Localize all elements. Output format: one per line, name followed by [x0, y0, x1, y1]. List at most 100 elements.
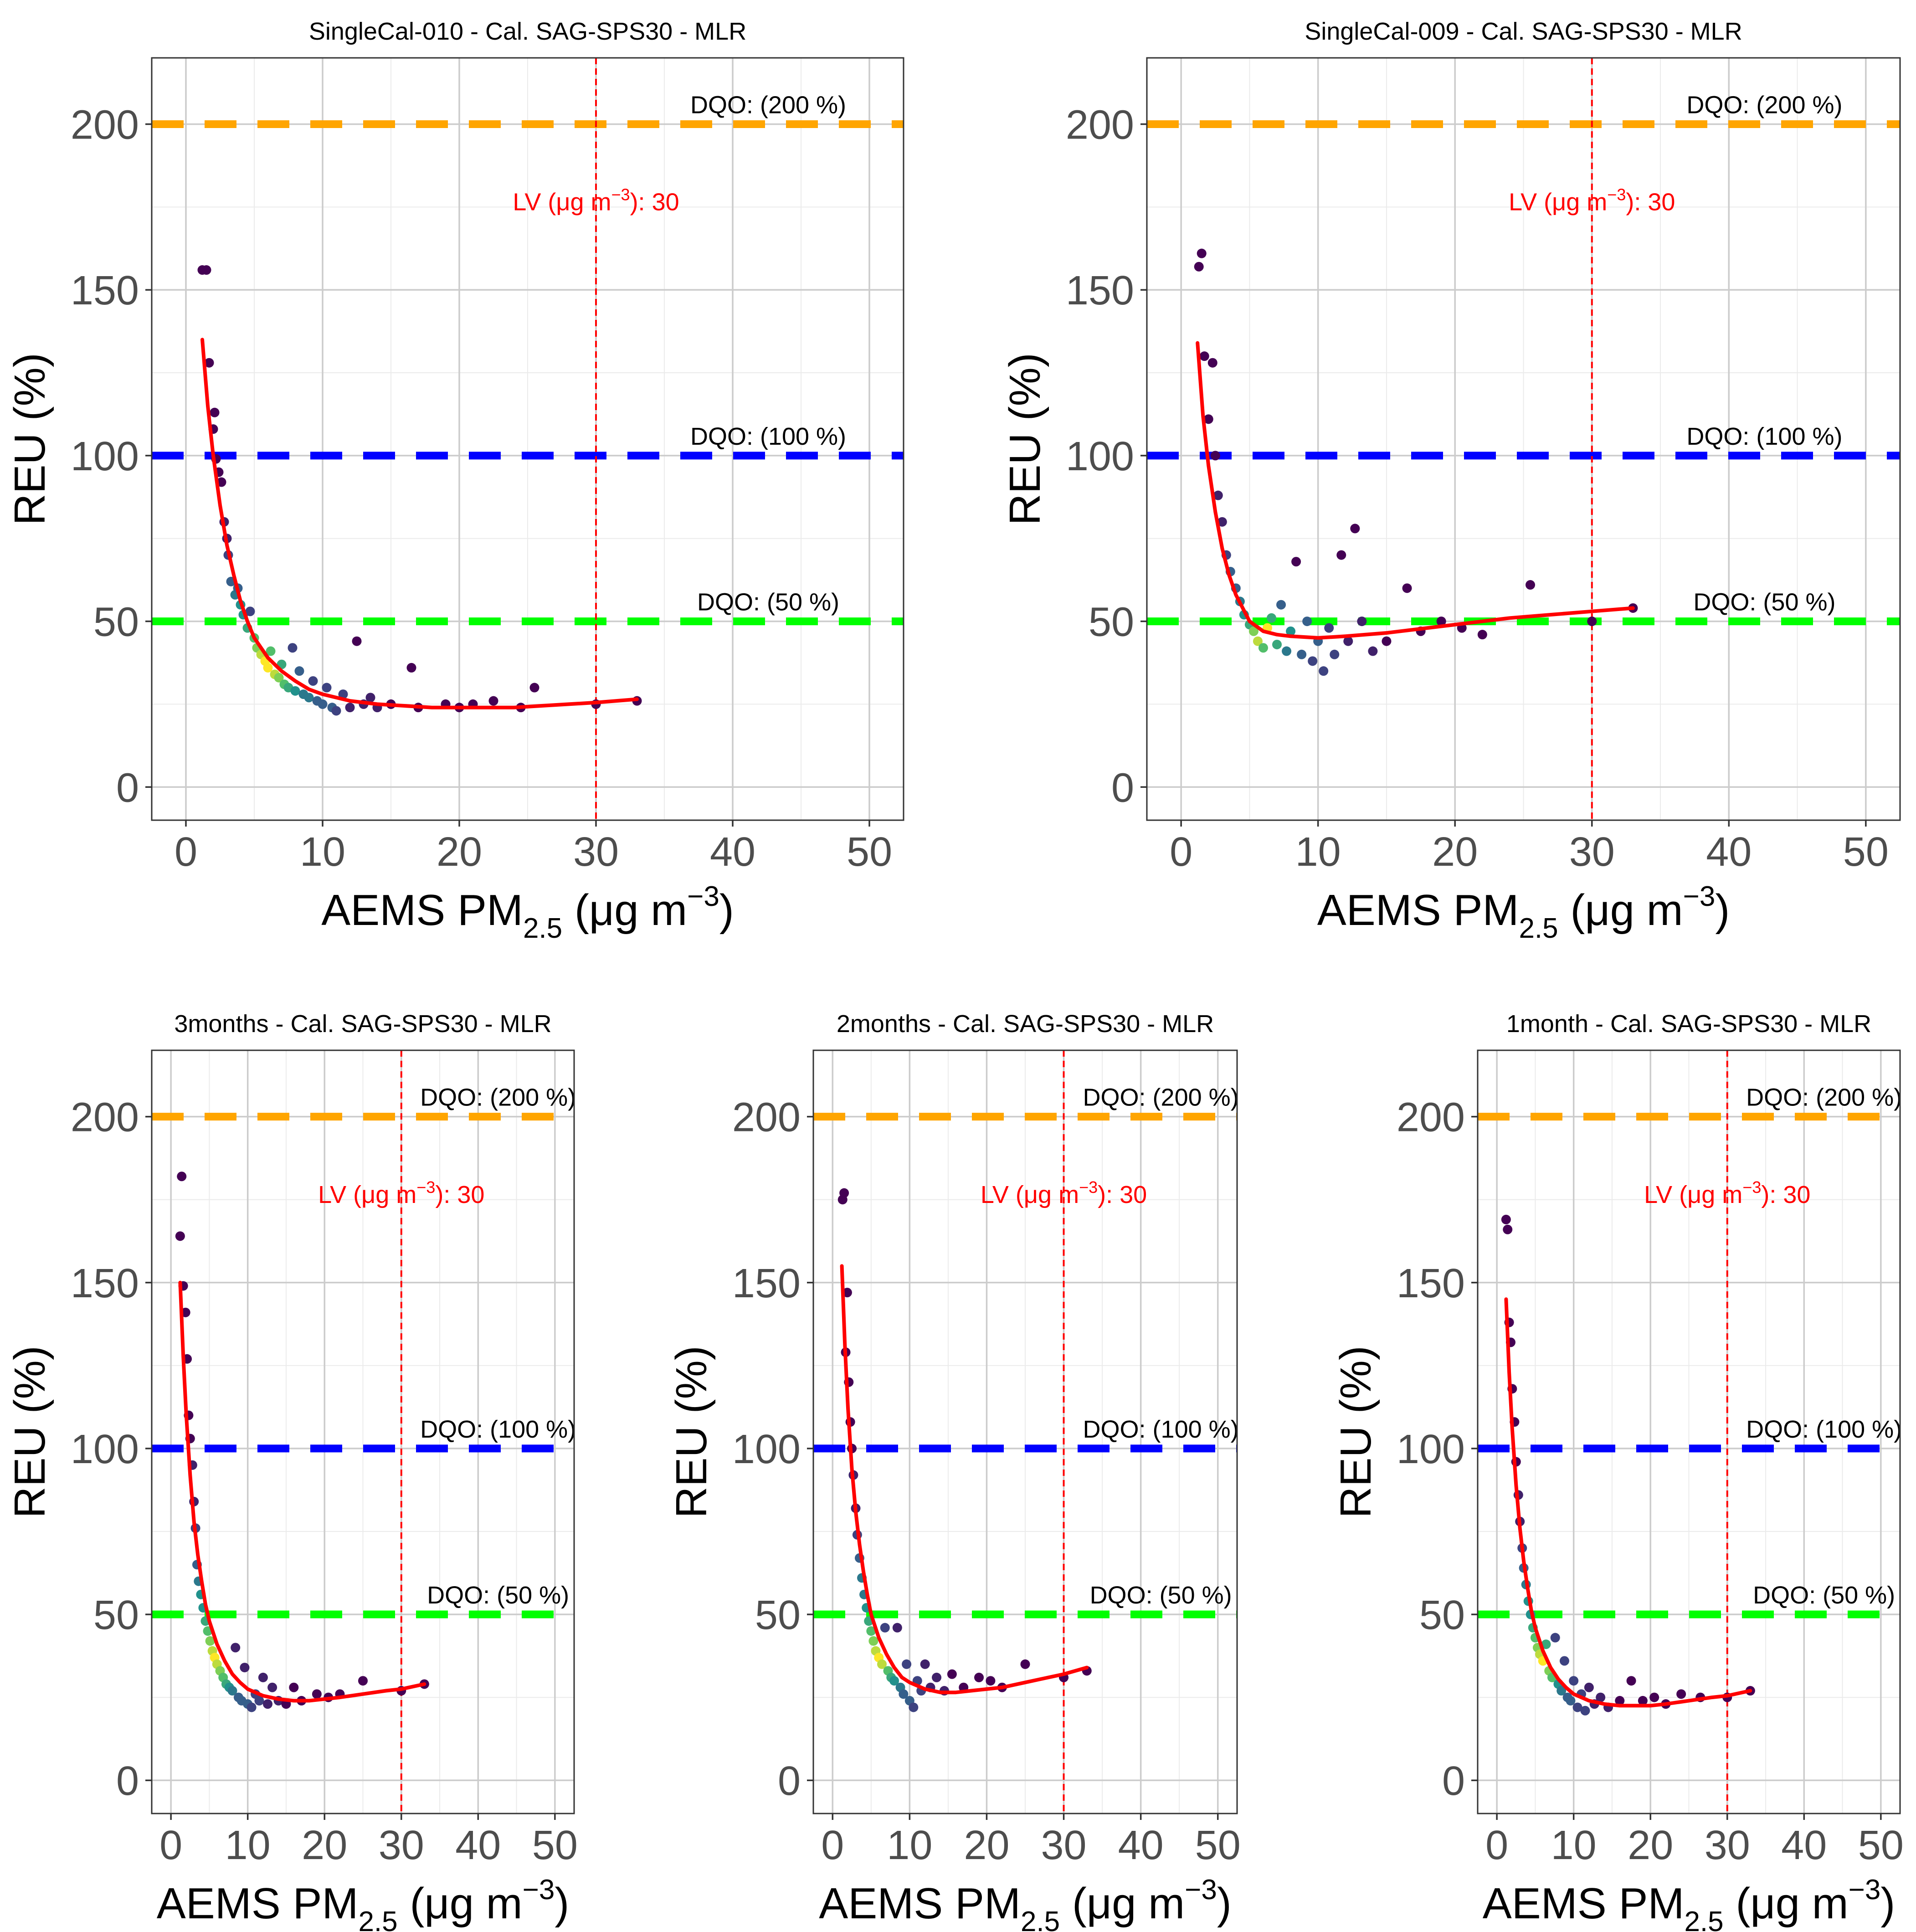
x-tick-label: 20	[964, 1823, 1009, 1868]
y-tick-label: 0	[116, 765, 139, 811]
data-point	[1253, 636, 1263, 646]
x-tick-label: 10	[887, 1823, 932, 1868]
data-point	[909, 1702, 919, 1712]
panel-2: SingleCal-009 - Cal. SAG-SPS30 - MLR DQO:…	[1001, 18, 1901, 944]
dqo-label-200: DQO: (200 %)	[420, 1084, 576, 1111]
data-point	[1541, 1639, 1551, 1649]
y-tick-label: 50	[93, 600, 139, 645]
x-tick-label: 20	[1432, 829, 1478, 875]
data-point	[231, 1643, 241, 1653]
data-point	[1649, 1692, 1659, 1702]
dqo-label-200: DQO: (200 %)	[1686, 91, 1842, 118]
data-point	[1368, 646, 1378, 656]
dqo-label-50: DQO: (50 %)	[1090, 1582, 1232, 1609]
dqo-label-50: DQO: (50 %)	[697, 589, 839, 616]
data-point	[1503, 1224, 1513, 1234]
data-point	[1501, 1214, 1511, 1224]
y-tick-label: 150	[1397, 1261, 1465, 1306]
panel-3: 3months - Cal. SAG-SPS30 - MLR DQO: (200 …	[5, 1010, 578, 1932]
data-point	[868, 1636, 878, 1646]
limit-value-label: LV (μg m−3): 30	[318, 1178, 484, 1208]
data-point	[1615, 1696, 1625, 1706]
y-tick-label: 50	[755, 1593, 801, 1638]
data-point	[1207, 358, 1217, 368]
data-point	[1596, 1692, 1606, 1702]
y-tick-label: 100	[1066, 434, 1134, 479]
x-tick-label: 30	[1041, 1823, 1086, 1868]
x-tick-label: 0	[1170, 829, 1192, 875]
y-tick-label: 200	[1066, 102, 1134, 148]
panel-title: SingleCal-009 - Cal. SAG-SPS30 - MLR	[1305, 18, 1742, 45]
data-point	[267, 1682, 277, 1692]
data-point	[1276, 600, 1286, 610]
plot-frame	[1146, 57, 1901, 821]
dqo-label-100: DQO: (100 %)	[1083, 1416, 1239, 1443]
data-point	[1194, 262, 1204, 272]
x-tick-label: 50	[1195, 1823, 1241, 1868]
dqo-label-50: DQO: (50 %)	[427, 1582, 569, 1609]
y-tick-label: 150	[71, 268, 139, 313]
x-tick-label: 10	[225, 1823, 271, 1868]
plot-frame	[151, 1049, 575, 1814]
x-axis-title: AEMS PM2.5 (μg m−3)	[1317, 881, 1730, 944]
data-point	[1550, 1633, 1560, 1643]
limit-value-label: LV (μg m−3): 30	[1644, 1178, 1810, 1208]
data-point	[308, 676, 318, 686]
plot-frame	[812, 1049, 1238, 1814]
y-tick-label: 100	[71, 1427, 139, 1472]
data-point	[1302, 617, 1312, 627]
data-point	[1638, 1696, 1648, 1706]
x-tick-label: 0	[1485, 1823, 1508, 1868]
data-point	[1477, 630, 1487, 640]
data-point	[529, 683, 539, 693]
dqo-label-100: DQO: (100 %)	[420, 1416, 576, 1443]
x-tick-label: 0	[159, 1823, 182, 1868]
data-point	[899, 1689, 909, 1699]
data-point	[1324, 623, 1334, 633]
y-tick-label: 0	[116, 1758, 139, 1804]
data-point	[1436, 617, 1446, 627]
data-point	[254, 1696, 264, 1706]
data-point	[1572, 1702, 1582, 1712]
x-axis-title: AEMS PM2.5 (μg m−3)	[157, 1874, 570, 1932]
x-tick-label: 20	[1628, 1823, 1673, 1868]
panel-1: SingleCal-010 - Cal. SAG-SPS30 - MLR DQO:…	[5, 18, 904, 944]
data-point	[294, 666, 304, 676]
data-point	[947, 1669, 957, 1679]
y-tick-label: 150	[732, 1261, 801, 1306]
dqo-label-200: DQO: (200 %)	[1083, 1084, 1239, 1111]
y-tick-label: 200	[71, 1095, 139, 1141]
y-tick-label: 200	[732, 1095, 801, 1141]
dqo-label-100: DQO: (100 %)	[1746, 1416, 1902, 1443]
data-point	[247, 1702, 257, 1712]
x-tick-label: 50	[847, 829, 892, 875]
fit-curve	[840, 1264, 1089, 1695]
data-point	[1382, 636, 1392, 646]
data-point	[932, 1672, 942, 1682]
x-tick-label: 30	[573, 829, 619, 875]
x-tick-label: 10	[300, 829, 345, 875]
x-tick-label: 20	[302, 1823, 347, 1868]
data-point	[1402, 583, 1412, 593]
data-point	[288, 643, 298, 653]
data-point	[1291, 557, 1301, 567]
data-point	[245, 606, 255, 617]
data-point	[289, 1682, 299, 1692]
data-point	[274, 673, 284, 683]
data-point	[1020, 1659, 1030, 1669]
data-point	[902, 1659, 912, 1669]
data-point	[318, 699, 328, 709]
data-point	[1330, 649, 1340, 659]
dqo-label-200: DQO: (200 %)	[1746, 1084, 1902, 1111]
y-tick-label: 50	[1089, 600, 1134, 645]
data-point	[312, 1689, 322, 1699]
data-point	[365, 693, 375, 703]
x-axis-title: AEMS PM2.5 (μg m−3)	[1483, 1874, 1895, 1932]
y-tick-label: 100	[732, 1427, 801, 1472]
y-tick-label: 100	[1397, 1427, 1465, 1472]
y-axis-title: REU (%)	[5, 1346, 54, 1518]
x-tick-label: 40	[455, 1823, 501, 1868]
data-point	[1217, 517, 1227, 527]
data-point	[1199, 351, 1209, 361]
data-point	[263, 1699, 273, 1709]
